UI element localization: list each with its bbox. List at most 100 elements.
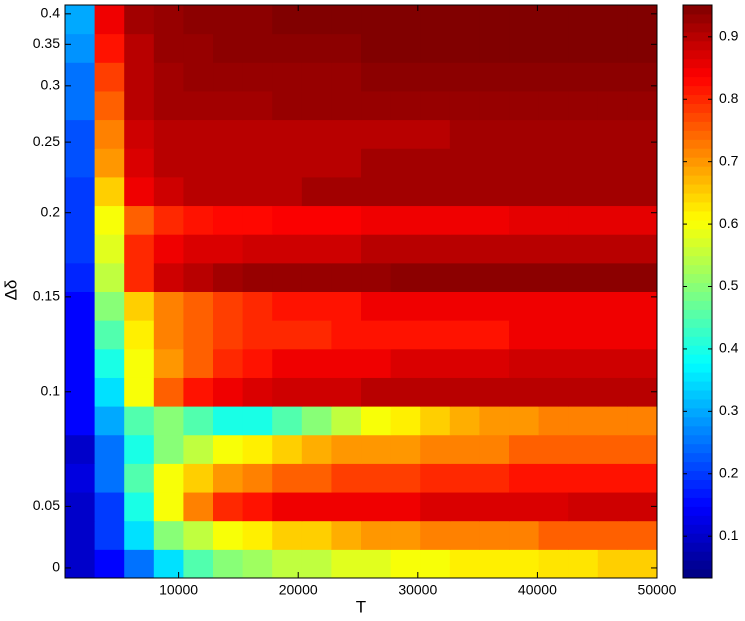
colorbar-swatch <box>683 130 712 140</box>
cell <box>331 549 362 579</box>
cell <box>301 377 332 407</box>
colorbar-swatch <box>683 309 712 319</box>
cell <box>331 33 362 63</box>
cell <box>153 291 184 321</box>
cell <box>242 262 273 292</box>
x-tick-label: 50000 <box>638 582 677 598</box>
cell <box>272 463 303 493</box>
cell <box>627 148 658 178</box>
cell <box>272 320 303 350</box>
cell <box>597 119 628 149</box>
colorbar-swatch <box>683 282 712 292</box>
cell <box>420 90 451 121</box>
cell <box>390 348 421 378</box>
cell <box>390 148 421 178</box>
cell <box>183 291 214 321</box>
cell <box>509 205 540 235</box>
colorbar-swatch <box>683 273 712 284</box>
colorbar-tick-label: 0.4 <box>719 340 739 356</box>
cell <box>65 90 96 121</box>
cell <box>509 262 540 292</box>
cell <box>390 62 421 92</box>
cell <box>213 463 244 493</box>
cell <box>213 119 244 149</box>
cell <box>390 176 421 207</box>
cell <box>538 492 569 522</box>
colorbar-swatch <box>683 470 712 481</box>
cell <box>479 291 510 321</box>
heatmap <box>65 5 658 579</box>
cell <box>183 492 214 522</box>
cell <box>597 234 628 264</box>
cell <box>361 434 392 464</box>
cell <box>242 234 273 264</box>
colorbar-swatch <box>683 237 712 248</box>
cell <box>568 434 599 464</box>
cell <box>597 291 628 321</box>
cell <box>272 176 303 207</box>
cell <box>509 119 540 149</box>
cell <box>94 492 125 522</box>
cell <box>627 348 658 378</box>
cell <box>479 262 510 292</box>
cell <box>153 406 184 436</box>
cell <box>272 492 303 522</box>
cell <box>213 406 244 436</box>
cell <box>568 406 599 436</box>
colorbar-swatch <box>683 354 712 364</box>
cell <box>627 434 658 464</box>
cell <box>361 492 392 522</box>
cell <box>153 90 184 121</box>
cell <box>94 320 125 350</box>
y-tick-label: 0.05 <box>33 497 60 513</box>
cell <box>390 549 421 579</box>
cell <box>242 348 273 378</box>
cell <box>390 463 421 493</box>
cell <box>94 33 125 63</box>
cell <box>242 320 273 350</box>
cell <box>301 549 332 579</box>
cell <box>124 5 155 35</box>
cell <box>597 377 628 407</box>
colorbar-swatch <box>683 210 712 221</box>
cell <box>390 33 421 63</box>
cell <box>509 406 540 436</box>
cell <box>153 463 184 493</box>
colorbar-swatch <box>683 40 712 51</box>
y-tick-label: 0.25 <box>33 133 60 149</box>
cell <box>597 520 628 550</box>
cell <box>538 90 569 121</box>
cell <box>420 33 451 63</box>
cell <box>213 176 244 207</box>
colorbar-swatch <box>683 228 712 239</box>
colorbar-frame <box>682 4 713 579</box>
cell <box>153 320 184 350</box>
colorbar-swatch <box>683 488 712 498</box>
cell <box>331 148 362 178</box>
cell <box>331 176 362 207</box>
cell <box>331 406 362 436</box>
x-axis-label: T <box>356 597 366 616</box>
y-axis-label: Δδ <box>1 280 20 301</box>
cell <box>213 549 244 579</box>
colorbar-tick-label: 0.7 <box>719 152 739 168</box>
cell <box>213 5 244 35</box>
cell <box>301 492 332 522</box>
cell <box>420 377 451 407</box>
cell <box>479 119 510 149</box>
colorbar-swatch <box>683 461 712 472</box>
cell <box>361 148 392 178</box>
colorbar-swatch <box>683 389 712 400</box>
cell <box>479 33 510 63</box>
cell <box>331 291 362 321</box>
colorbar-swatch <box>683 363 712 373</box>
cell <box>331 262 362 292</box>
colorbar-swatch <box>683 103 712 113</box>
colorbar-tick-label: 0.8 <box>719 90 739 106</box>
cell <box>213 492 244 522</box>
cell <box>420 176 451 207</box>
plot-frame <box>64 4 658 579</box>
cell <box>331 5 362 35</box>
cell <box>449 33 480 63</box>
colorbar-swatch <box>683 515 712 525</box>
